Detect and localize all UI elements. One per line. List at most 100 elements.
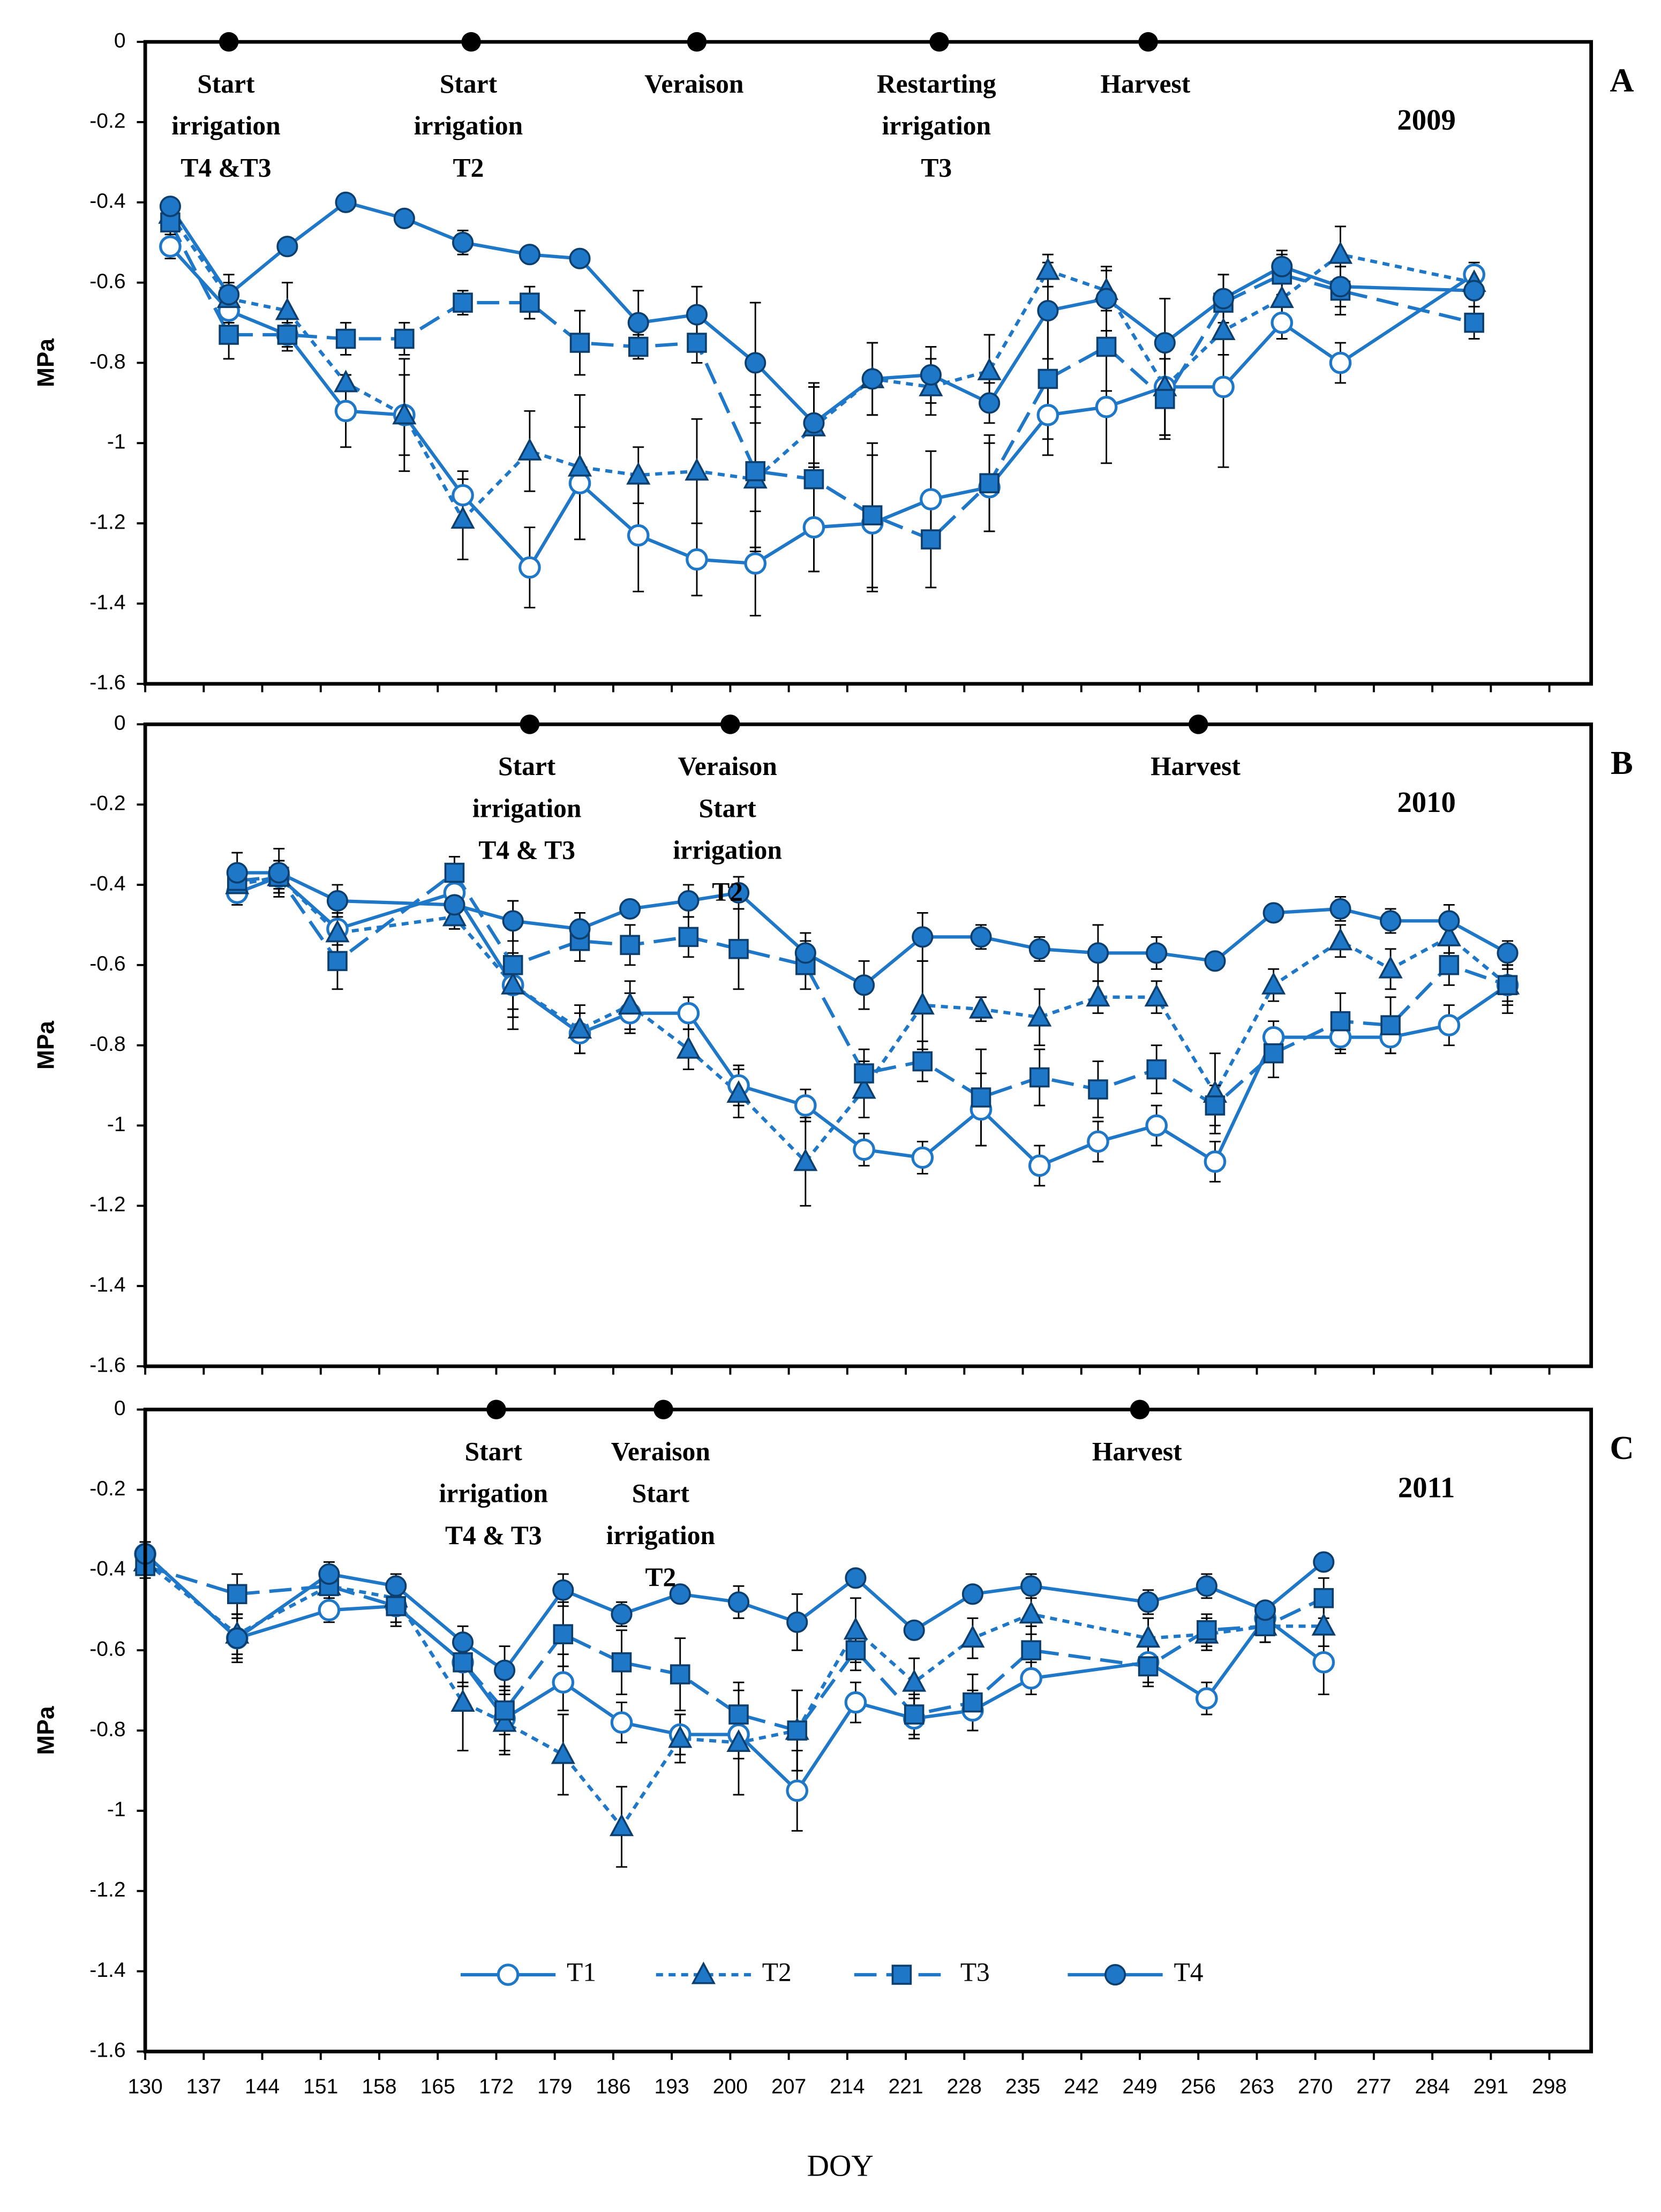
y-tick-label: -0.4 (89, 1558, 125, 1581)
marker (1328, 928, 1353, 951)
y-axis-title: MPa (33, 1706, 59, 1755)
marker (1312, 1651, 1335, 1674)
event-label: T4 &T3 (181, 153, 271, 182)
plot-frame (143, 722, 1593, 1368)
marker (318, 1563, 340, 1585)
marker (385, 1575, 407, 1597)
event-label: T2 (453, 153, 484, 182)
marker (227, 1584, 247, 1605)
marker (979, 473, 999, 493)
event-label: T4 & T3 (478, 835, 575, 864)
y-tick-label: -1.4 (89, 1273, 125, 1296)
marker (1329, 351, 1352, 374)
marker (1020, 1667, 1042, 1690)
marker (492, 1709, 517, 1732)
series-line (237, 871, 1509, 988)
marker (226, 1627, 248, 1649)
marker (904, 1704, 925, 1725)
marker (979, 392, 1001, 414)
event-label: Veraison (611, 1436, 710, 1466)
marker (335, 191, 357, 213)
marker (1021, 1640, 1041, 1660)
marker (392, 402, 417, 425)
panel-letter: C (1610, 1429, 1634, 1466)
marker (1380, 910, 1402, 932)
y-tick-label: -0.8 (89, 1033, 125, 1056)
marker (1137, 1591, 1159, 1613)
marker (518, 556, 541, 579)
event-label: Start (465, 1436, 523, 1466)
y-tick-label: -1 (107, 1798, 126, 1821)
event-label: Harvest (1092, 1436, 1182, 1466)
marker (921, 529, 941, 550)
event-dot (219, 32, 239, 52)
event-label: irrigation (472, 793, 581, 823)
marker (1038, 368, 1058, 389)
marker (569, 333, 590, 353)
marker (1197, 1620, 1217, 1641)
x-tick-label: 298 (1532, 2075, 1567, 2098)
marker (520, 292, 540, 313)
x-tick-label: 263 (1239, 2075, 1274, 2098)
y-tick-label: -0.6 (89, 952, 125, 975)
event-dot (520, 714, 540, 734)
marker (1438, 1014, 1461, 1037)
marker (628, 336, 649, 357)
marker (920, 364, 942, 386)
marker (977, 357, 1002, 380)
marker (803, 469, 824, 490)
x-tick-label: 186 (596, 2075, 630, 2098)
marker (685, 458, 709, 481)
marker (845, 1640, 866, 1660)
marker (970, 926, 992, 948)
marker (670, 1664, 690, 1684)
marker (1464, 312, 1484, 333)
y-tick-label: -1.2 (89, 510, 125, 533)
x-tick-label: 291 (1474, 2075, 1508, 2098)
marker (497, 1963, 520, 1986)
marker (1212, 288, 1235, 310)
x-tick-label: 270 (1298, 2075, 1333, 2098)
marker (1029, 1067, 1050, 1088)
marker (861, 368, 883, 390)
marker (1497, 942, 1519, 964)
marker (1088, 1079, 1108, 1100)
event-label: irrigation (414, 111, 523, 140)
marker (452, 484, 474, 507)
event-dot (687, 32, 707, 52)
event-label: T2 (712, 877, 743, 907)
series-line (169, 221, 1475, 541)
marker (844, 1691, 867, 1714)
marker (569, 247, 591, 269)
marker (1204, 1150, 1227, 1173)
marker (494, 1700, 515, 1721)
event-label: Start (440, 69, 498, 99)
event-dot (929, 32, 949, 52)
marker (552, 1671, 575, 1694)
plot-frame (143, 40, 1593, 686)
marker (1037, 300, 1059, 322)
marker (1035, 257, 1060, 280)
x-tick-label: 179 (537, 2075, 572, 2098)
marker (1211, 317, 1236, 341)
marker (669, 1583, 691, 1605)
y-axis-title: MPa (33, 1021, 59, 1070)
x-tick-label: 228 (947, 2075, 982, 2098)
y-tick-label: -0.2 (89, 792, 125, 815)
y-tick-label: 0 (114, 712, 126, 735)
marker (853, 974, 875, 996)
marker (793, 1148, 818, 1171)
marker (854, 1063, 874, 1084)
marker (517, 438, 542, 461)
marker (1330, 1011, 1351, 1032)
marker (518, 244, 540, 266)
x-tick-label: 165 (420, 2075, 455, 2098)
marker (1271, 311, 1294, 334)
marker (1380, 1015, 1401, 1035)
year-label: 2010 (1397, 786, 1455, 818)
series-line (237, 870, 1508, 1108)
y-tick-label: 0 (114, 1397, 126, 1420)
marker (1096, 336, 1117, 357)
